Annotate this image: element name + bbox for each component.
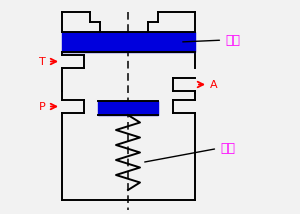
Text: 弹簧: 弹簧 [145,141,235,162]
Text: 阀芯: 阀芯 [183,34,240,46]
Bar [98,101,158,115]
Text: T: T [39,56,46,67]
Bar [62,32,195,52]
Text: A: A [210,79,218,89]
Text: P: P [39,101,46,111]
